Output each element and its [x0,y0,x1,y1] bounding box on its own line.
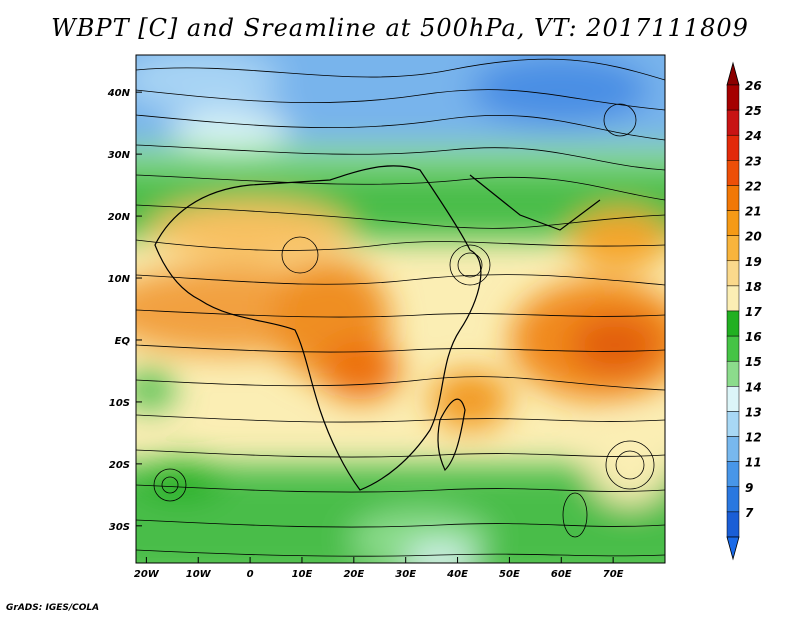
lon-tick-label: 0 [247,569,254,580]
colorbar-swatch [726,109,740,136]
longitude-axis: 20W 10W 0 10E 20E 30E 40E 50E 60E 70E [134,557,624,580]
colorbar-swatch [726,461,740,488]
colorbar-label: 7 [745,506,754,520]
lon-tick-label: 50E [499,569,520,580]
colorbar-max-arrow [726,61,740,86]
colorbar-label: 18 [745,280,762,294]
lat-tick-label: 10N [108,274,131,285]
colorbar-label: 17 [745,305,762,319]
colorbar-swatch [726,360,740,387]
colorbar-swatch [726,285,740,312]
grads-credit: GrADS: IGES/COLA [6,603,100,613]
colorbar-swatch [726,84,740,111]
lon-tick-label: 70E [603,569,624,580]
colorbar-label: 13 [745,405,762,419]
lon-tick-label: 40E [446,569,468,580]
colorbar-min-arrow [726,536,740,561]
lon-tick-label: 30E [395,569,416,580]
map-frame [135,54,666,564]
colorbar-swatch [726,160,740,186]
colorbar-swatch [726,486,740,513]
lat-tick-label: 10S [109,398,130,409]
colorbar-swatch [726,210,740,236]
colorbar: 26 25 24 23 22 21 20 19 18 17 16 15 14 13 12 11 9 7 [726,61,762,561]
colorbar-label: 19 [745,255,762,269]
lon-tick-label: 10W [186,569,212,580]
colorbar-swatch [726,134,740,161]
colorbar-label: 20 [745,230,762,244]
colorbar-label: 16 [745,330,762,344]
map-plot-area [136,55,665,563]
colorbar-swatch [726,185,740,211]
lat-tick-label: 30N [108,150,131,161]
colorbar-label: 21 [745,205,762,219]
wbpt-field [136,55,665,563]
colorbar-label: 24 [745,129,762,143]
colorbar-swatch [726,235,740,262]
colorbar-swatch [726,511,740,538]
coastlines [154,165,601,491]
lat-tick-label: 20N [108,212,131,223]
colorbar-label: 14 [745,380,762,394]
colorbar-label: 25 [745,104,762,118]
colorbar-label: 23 [745,154,762,168]
colorbar-swatch [726,436,740,462]
colorbar-label: 15 [745,355,762,369]
lon-tick-label: 20W [134,569,160,580]
lon-tick-label: 60E [551,569,572,580]
latitude-axis: 40N 30N 20N 10N EQ 10S 20S 30S [107,88,142,533]
colorbar-label: 22 [745,179,762,193]
streamlines [136,58,665,557]
lat-tick-label: EQ [115,336,131,347]
colorbar-label: 11 [745,456,762,470]
colorbar-label: 26 [745,79,762,93]
colorbar-label: 9 [745,481,753,495]
lat-tick-label: 30S [109,522,130,533]
lon-tick-label: 20E [343,569,364,580]
lat-tick-label: 40N [107,88,131,99]
colorbar-label: 12 [745,431,762,445]
lat-tick-label: 20S [109,460,130,471]
colorbar-swatch [726,411,740,437]
lon-tick-label: 10E [292,569,313,580]
colorbar-swatch [726,335,740,362]
colorbar-swatch [726,310,740,337]
map-title: WBPT [C] and Sreamline at 500hPa, VT: 20… [51,14,749,42]
colorbar-swatch [726,260,740,287]
colorbar-swatch [726,386,740,412]
